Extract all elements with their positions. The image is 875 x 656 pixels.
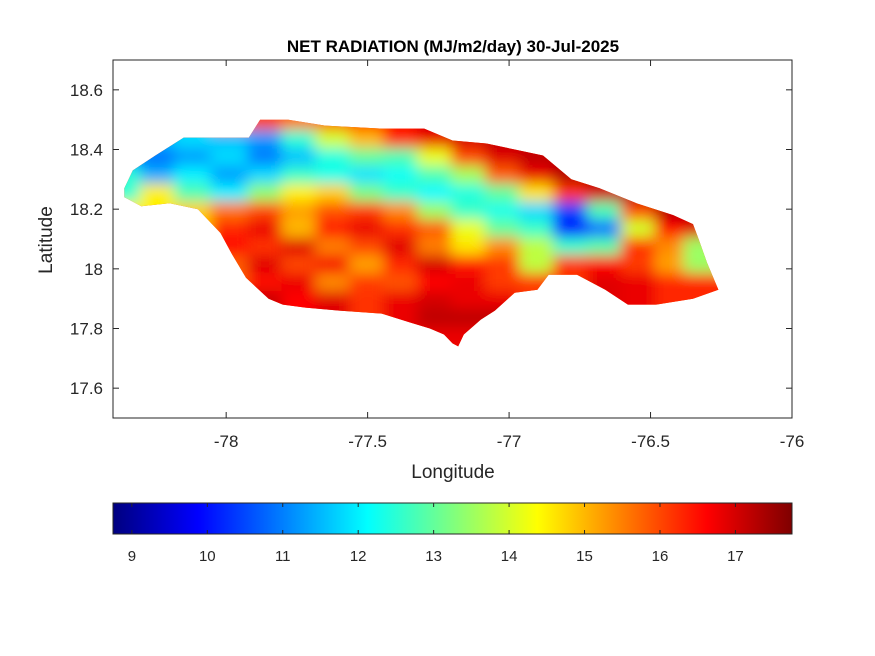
x-tick-label: -77	[497, 432, 522, 451]
x-tick-label: -76	[780, 432, 805, 451]
x-tick-label: -76.5	[631, 432, 670, 451]
colorbar	[112, 502, 793, 535]
y-tick-label: 17.8	[70, 320, 103, 339]
colorbar-tick-label: 12	[350, 548, 367, 565]
colorbar-tick-label: 16	[652, 548, 669, 565]
colorbar-tick-label: 13	[425, 548, 442, 565]
x-tick-label: -78	[214, 432, 239, 451]
colorbar-tick-label: 10	[199, 548, 216, 565]
y-tick-label: 18.4	[70, 141, 103, 160]
colorbar-tick-label: 14	[501, 548, 518, 565]
x-axis: -78 -77.5 -77 -76.5 -76	[214, 60, 804, 451]
colorbar-tick-label: 11	[275, 548, 291, 565]
x-tick-label: -77.5	[348, 432, 387, 451]
y-tick-label: 17.6	[70, 379, 103, 398]
colorbar-tick-label: 17	[727, 548, 744, 565]
colorbar-tick-label: 15	[576, 548, 593, 565]
y-axis: 17.6 17.8 18 18.2 18.4 18.6	[70, 81, 792, 398]
y-tick-label: 18	[84, 260, 103, 279]
chart-title: NET RADIATION (MJ/m2/day) 30-Jul-2025	[287, 37, 619, 56]
x-axis-label: Longitude	[411, 462, 494, 483]
colorbar-tick-label: 9	[128, 548, 136, 565]
y-tick-label: 18.2	[70, 200, 103, 219]
y-tick-label: 18.6	[70, 81, 103, 100]
y-axis-label: Latitude	[36, 206, 57, 274]
colorbar-ticks: 9 10 11 12 13 14 15 16 17	[128, 503, 744, 565]
